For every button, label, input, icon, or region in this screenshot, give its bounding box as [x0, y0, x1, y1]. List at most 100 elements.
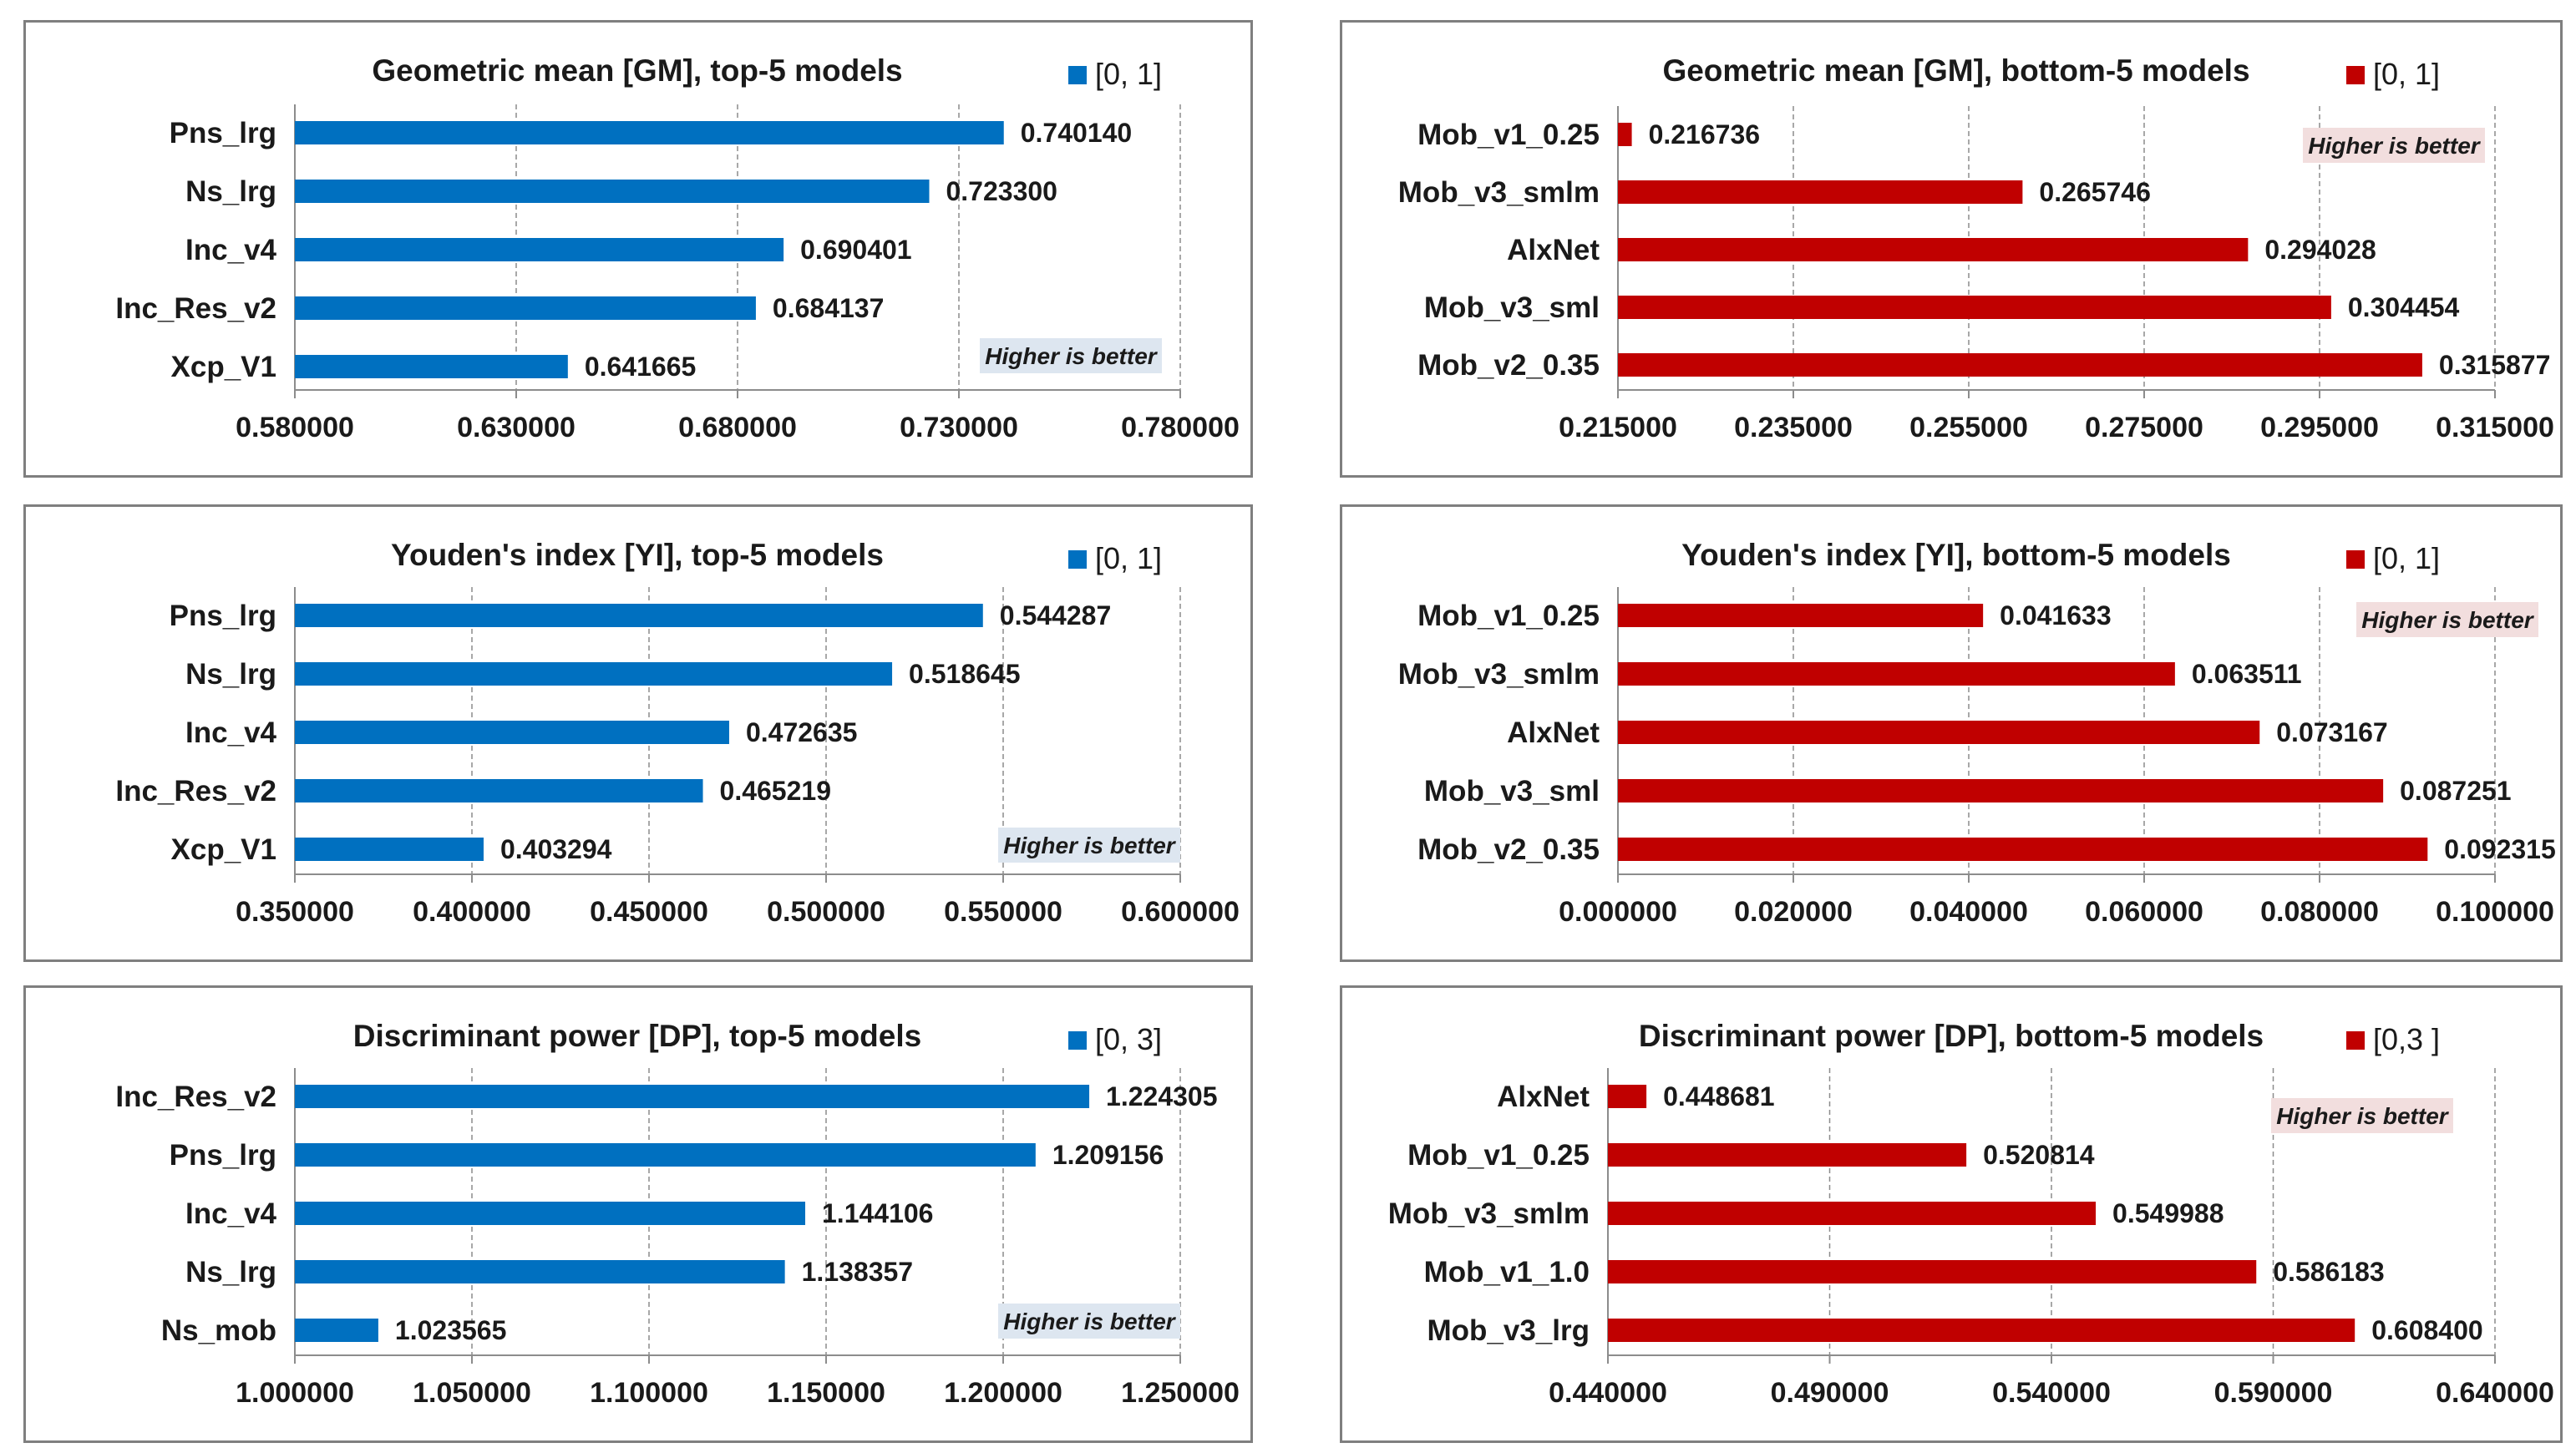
yi-top-data-label: 0.465219 — [720, 776, 831, 806]
yi-bottom-tick-label: 0.060000 — [2085, 896, 2203, 928]
dp-bottom-tick-label: 0.440000 — [1549, 1377, 1667, 1409]
gm-bottom-category-label: Mob_v1_0.25 — [1417, 119, 1600, 151]
gm-bottom-bar — [1618, 353, 2422, 377]
gm-top-tick-label: 0.580000 — [236, 412, 354, 443]
dp-top-category-label: Inc_Res_v2 — [115, 1081, 276, 1113]
dp-top-tick-label: 1.200000 — [944, 1377, 1062, 1409]
dp-top-title: Discriminant power [DP], top-5 models — [353, 1019, 921, 1053]
dp-bottom-data-label: 0.448681 — [1663, 1081, 1774, 1111]
chart-panel-gm-top: Geometric mean [GM], top-5 models [0, 1] 0… — [23, 20, 1253, 478]
dp-bottom-category-label: AlxNet — [1497, 1081, 1590, 1113]
gm-top-category-label: Ns_lrg — [185, 175, 276, 208]
yi-top-legend-swatch — [1068, 550, 1087, 569]
dp-bottom-category-label: Mob_v3_lrg — [1427, 1314, 1590, 1347]
gm-bottom-tick-label: 0.315000 — [2436, 412, 2554, 443]
gm-bottom-data-label: 0.265746 — [2039, 177, 2150, 207]
yi-bottom-bar — [1618, 721, 2260, 744]
dp-bottom-category-label: Mob_v1_1.0 — [1424, 1256, 1590, 1288]
gm-bottom-data-label: 0.216736 — [1649, 119, 1760, 149]
gm-bottom-tick-label: 0.295000 — [2260, 412, 2379, 443]
yi-bottom-tick-label: 0.020000 — [1734, 896, 1853, 928]
gm-top-data-label: 0.641665 — [585, 352, 696, 382]
gm-bottom-tick-label: 0.255000 — [1909, 412, 2028, 443]
dp-bottom-data-label: 0.608400 — [2371, 1315, 2482, 1345]
gm-bottom-note-box — [2303, 128, 2485, 163]
gm-top-note-text: Higher is better — [985, 343, 1158, 369]
yi-bottom-category-label: AlxNet — [1507, 716, 1600, 749]
gm-bottom-title: Geometric mean [GM], bottom-5 models — [1662, 53, 2249, 88]
dp-top-tick-label: 1.150000 — [767, 1377, 885, 1409]
gm-top-data-label: 0.690401 — [800, 235, 911, 265]
yi-bottom-data-label: 0.063511 — [2192, 659, 2302, 689]
dp-bottom-data-label: 0.520814 — [1983, 1140, 2095, 1170]
yi-top-category-label: Inc_Res_v2 — [115, 775, 276, 808]
gm-bottom-data-label: 0.315877 — [2439, 350, 2550, 380]
yi-bottom-category-label: Mob_v3_smlm — [1398, 658, 1600, 691]
gm-bottom-category-label: AlxNet — [1507, 234, 1600, 266]
yi-top-category-label: Pns_lrg — [170, 600, 276, 632]
dp-top-bar — [295, 1202, 806, 1225]
dp-bottom-title: Discriminant power [DP], bottom-5 models — [1639, 1019, 2264, 1053]
dp-top-category-label: Pns_lrg — [170, 1139, 276, 1172]
gm-bottom-bar — [1618, 123, 1632, 146]
yi-bottom-category-label: Mob_v3_sml — [1424, 775, 1600, 808]
dp-top-bar — [295, 1085, 1090, 1108]
yi-top-bar — [295, 838, 484, 861]
dp-top-tick-label: 1.100000 — [590, 1377, 708, 1409]
dp-top-data-label: 1.209156 — [1052, 1140, 1164, 1170]
yi-bottom-category-label: Mob_v2_0.35 — [1417, 833, 1600, 866]
gm-top-category-label: Xcp_V1 — [171, 351, 276, 383]
gm-top-tick-label: 0.780000 — [1121, 412, 1240, 443]
dp-bottom-legend-label: [0,3 ] — [2373, 1022, 2440, 1056]
yi-bottom-note: Higher is better — [2356, 602, 2538, 637]
yi-bottom-tick-label: 0.100000 — [2436, 896, 2554, 928]
gm-top-note-box — [980, 338, 1162, 373]
yi-top-bar — [295, 662, 893, 686]
yi-top-tick-label: 0.600000 — [1121, 896, 1240, 928]
yi-bottom-legend-label: [0, 1] — [2373, 541, 2440, 575]
dp-top-note-box — [998, 1304, 1180, 1339]
chart-dp-bottom: Discriminant power [DP], bottom-5 models… — [1388, 1019, 2554, 1409]
dp-bottom-tick-label: 0.490000 — [1771, 1377, 1889, 1409]
chart-gm-bottom: Geometric mean [GM], bottom-5 models [0, … — [1398, 53, 2554, 443]
dp-bottom-tick-label: 0.590000 — [2214, 1377, 2333, 1409]
gm-bottom-category-label: Mob_v3_sml — [1424, 291, 1600, 324]
gm-top-title: Geometric mean [GM], top-5 models — [372, 53, 902, 88]
dp-top-data-label: 1.224305 — [1106, 1081, 1217, 1111]
yi-top-data-label: 0.518645 — [909, 659, 1020, 689]
yi-top-tick-label: 0.350000 — [236, 896, 354, 928]
dp-bottom-bar — [1608, 1085, 1647, 1108]
yi-bottom-tick-label: 0.080000 — [2260, 896, 2379, 928]
yi-bottom-data-label: 0.041633 — [2000, 600, 2111, 630]
yi-bottom-bar — [1618, 604, 1984, 627]
dp-bottom-tick-label: 0.540000 — [1992, 1377, 2111, 1409]
yi-top-title: Youden's index [YI], top-5 models — [391, 538, 884, 572]
dp-top-data-label: 1.138357 — [802, 1257, 913, 1287]
gm-top-category-label: Inc_Res_v2 — [115, 292, 276, 325]
dp-bottom-bar — [1608, 1143, 1967, 1167]
dp-bottom-category-label: Mob_v3_smlm — [1388, 1197, 1590, 1230]
yi-top-bar — [295, 721, 729, 744]
gm-top-bar — [295, 121, 1004, 144]
gm-top-bar — [295, 238, 784, 261]
yi-bottom-note-box — [2356, 602, 2538, 637]
dp-top-tick-label: 1.250000 — [1121, 1377, 1240, 1409]
dp-bottom-bar — [1608, 1202, 2097, 1225]
yi-top-note-box — [998, 828, 1180, 863]
dp-top-data-label: 1.144106 — [822, 1198, 933, 1228]
chart-panel-gm-bottom: Geometric mean [GM], bottom-5 models [0, … — [1340, 20, 2563, 478]
dp-bottom-note: Higher is better — [2271, 1098, 2453, 1133]
gm-top-note: Higher is better — [980, 338, 1162, 373]
yi-bottom-data-label: 0.073167 — [2276, 717, 2387, 747]
dp-top-bar — [295, 1260, 785, 1283]
yi-bottom-bar — [1618, 662, 2175, 686]
gm-bottom-tick-label: 0.215000 — [1559, 412, 1677, 443]
chart-panel-dp-top: Discriminant power [DP], top-5 models [0,… — [23, 985, 1253, 1443]
gm-bottom-legend-swatch — [2346, 66, 2365, 84]
gm-bottom-data-label: 0.294028 — [2264, 235, 2376, 265]
gm-bottom-bar — [1618, 296, 2331, 319]
dp-top-category-label: Ns_lrg — [185, 1256, 276, 1288]
gm-bottom-bar — [1618, 180, 2023, 204]
gm-bottom-category-label: Mob_v2_0.35 — [1417, 349, 1600, 382]
dp-top-data-label: 1.023565 — [395, 1315, 506, 1345]
